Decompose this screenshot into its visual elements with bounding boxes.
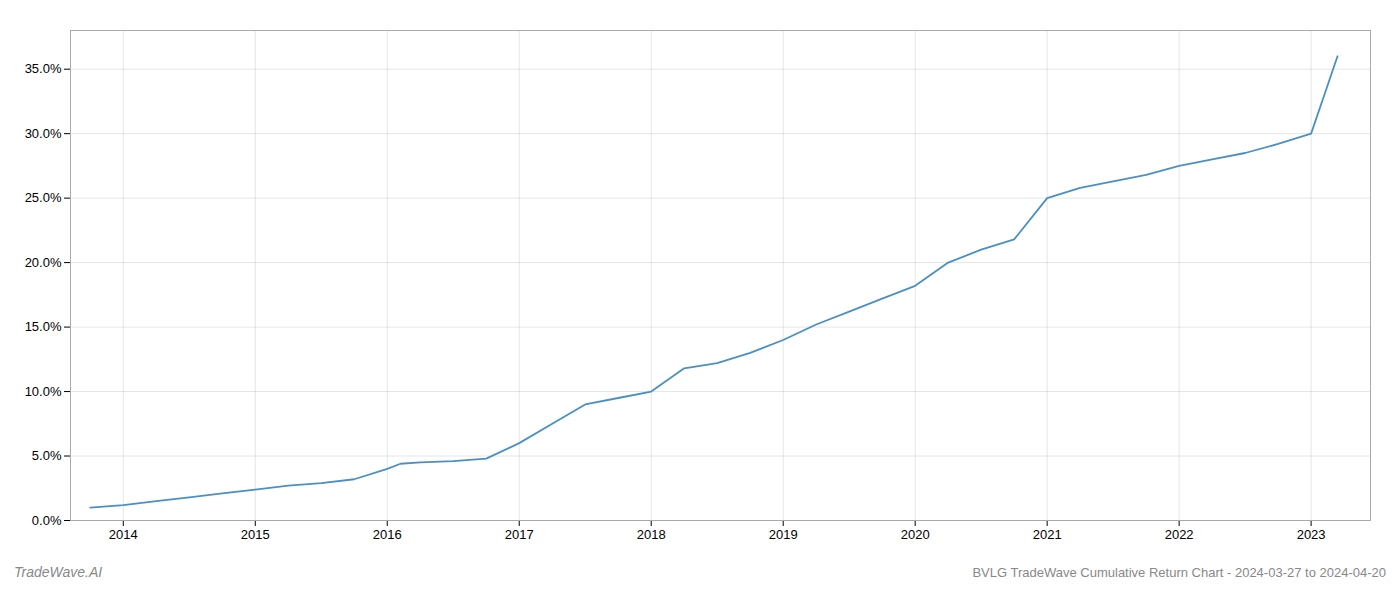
svg-text:2022: 2022 [1165,527,1194,542]
svg-text:2014: 2014 [109,527,138,542]
svg-text:30.0%: 30.0% [25,126,62,141]
svg-text:15.0%: 15.0% [25,319,62,334]
svg-text:2015: 2015 [241,527,270,542]
svg-text:2021: 2021 [1033,527,1062,542]
svg-text:5.0%: 5.0% [32,448,62,463]
svg-text:2016: 2016 [373,527,402,542]
svg-text:35.0%: 35.0% [25,61,62,76]
html-text:BVLG TradeWave Cumulative Retu: BVLG TradeWave Cumulative Return Chart -… [972,565,1386,580]
svg-text:2017: 2017 [505,527,534,542]
svg-text:20.0%: 20.0% [25,255,62,270]
svg-text:25.0%: 25.0% [25,190,62,205]
svg-text:0.0%: 0.0% [32,513,62,528]
svg-text:2023: 2023 [1297,527,1326,542]
svg-text:2018: 2018 [637,527,666,542]
svg-text:2020: 2020 [901,527,930,542]
svg-text:2019: 2019 [769,527,798,542]
svg-text:10.0%: 10.0% [25,384,62,399]
html-text:TradeWave.AI: TradeWave.AI [14,564,103,580]
